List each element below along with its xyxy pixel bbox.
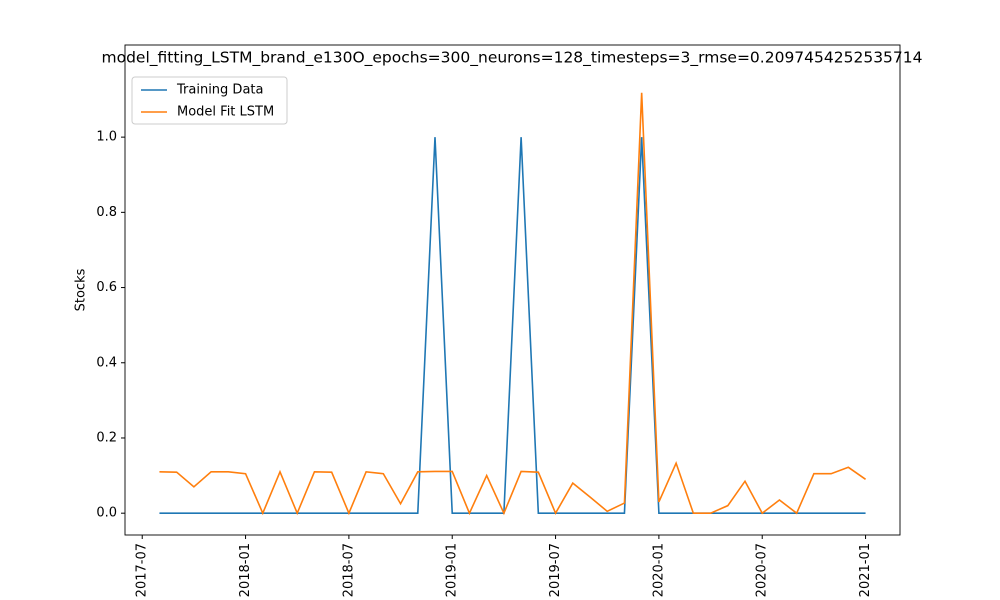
plot-frame bbox=[124, 44, 901, 536]
x-tick-label: 2019-01 bbox=[445, 543, 460, 597]
x-tick-label: 2020-01 bbox=[651, 543, 666, 597]
chart-title: model_fitting_LSTM_brand_e130O_epochs=30… bbox=[101, 49, 922, 68]
x-tick-label: 2019-07 bbox=[548, 543, 563, 597]
y-tick-label: 0.8 bbox=[96, 205, 117, 220]
x-tick-label: 2020-07 bbox=[755, 543, 770, 597]
y-tick-label: 1.0 bbox=[96, 130, 117, 145]
data-line bbox=[159, 92, 867, 516]
legend-label: Model Fit LSTM bbox=[177, 105, 274, 120]
y-tick-label: 0.0 bbox=[96, 506, 117, 521]
data-line bbox=[159, 137, 866, 514]
x-tick-label: 2018-07 bbox=[341, 543, 356, 597]
legend-box bbox=[131, 76, 288, 125]
x-tick-label: 2018-01 bbox=[238, 543, 253, 597]
x-tick-label: 2021-01 bbox=[858, 543, 873, 597]
y-tick-label: 0.4 bbox=[96, 355, 117, 370]
y-tick-label: 0.2 bbox=[96, 430, 117, 445]
legend-label: Training Data bbox=[176, 83, 263, 98]
y-tick-label: 0.6 bbox=[96, 280, 117, 295]
x-tick-label: 2017-07 bbox=[135, 543, 150, 597]
y-axis-label: Stocks bbox=[74, 268, 89, 311]
